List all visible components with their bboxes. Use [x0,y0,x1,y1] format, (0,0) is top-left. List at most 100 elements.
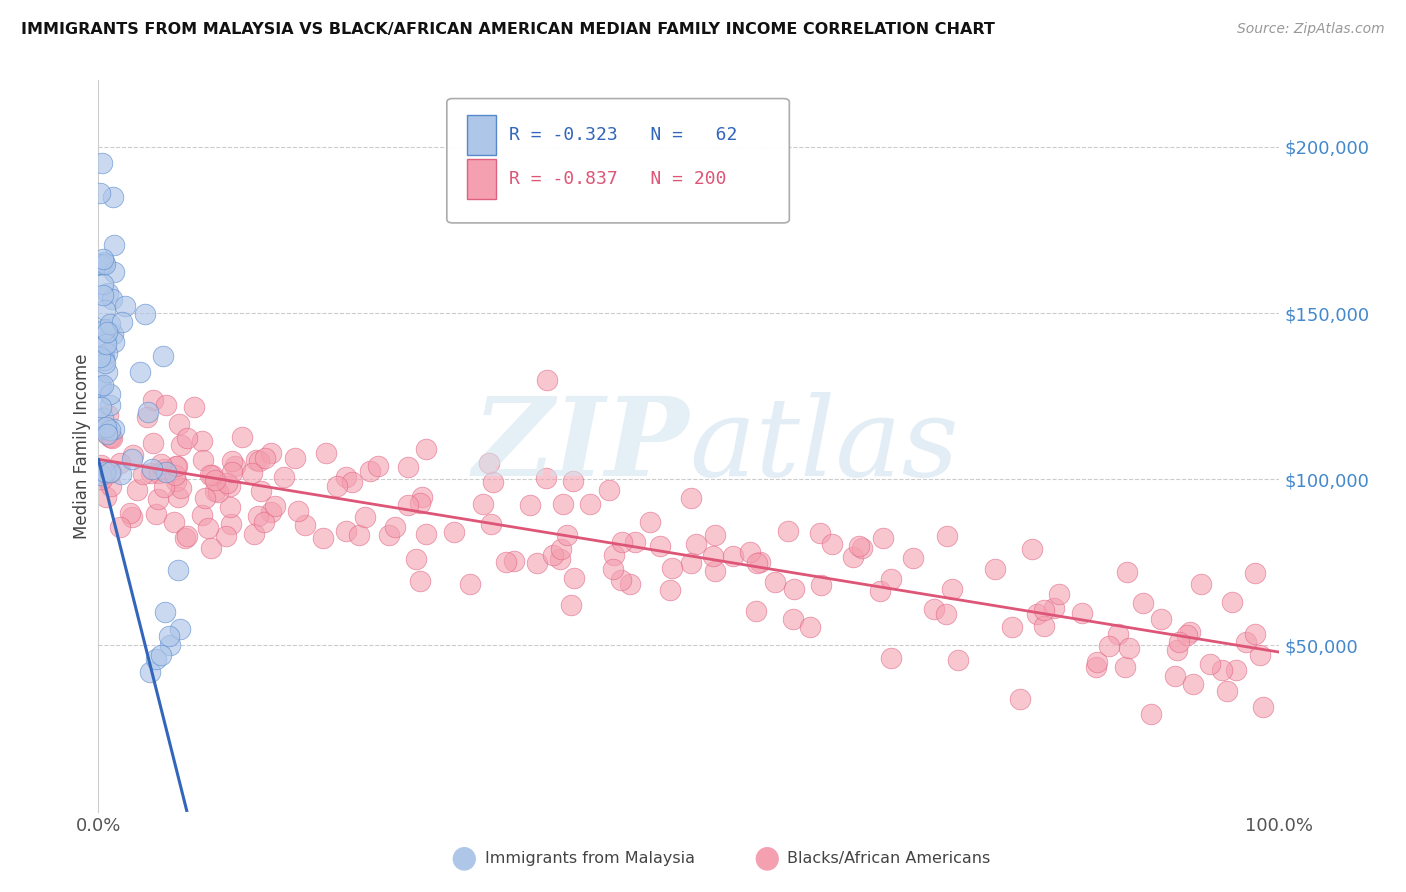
Point [294,518,316,533]
Point [170,438,193,452]
Point [1115,565,1137,579]
Point [880,651,903,665]
Point [367,458,389,473]
Point [702,549,724,563]
Point [869,583,891,598]
Point [96,346,118,360]
Point [326,479,349,493]
Text: Source: ZipAtlas.com: Source: ZipAtlas.com [1237,22,1385,37]
Point [98,398,121,412]
Y-axis label: Median Family Income: Median Family Income [73,353,91,539]
Point [1150,612,1173,626]
Point [548,552,571,566]
Point [163,515,186,529]
Point [872,532,894,546]
Text: R = -0.837   N = 200: R = -0.837 N = 200 [509,170,727,188]
Point [443,525,465,540]
Point [946,652,969,666]
Point [935,529,957,543]
Point [619,577,641,591]
Point [479,516,502,531]
Point [111,315,134,329]
Point [129,365,152,379]
Point [142,392,165,407]
Text: R = -0.323   N =   62: R = -0.323 N = 62 [509,126,738,145]
Point [1220,595,1243,609]
Point [1234,634,1257,648]
Point [219,517,242,532]
Point [93,410,115,425]
Point [98,317,121,331]
Point [1132,596,1154,610]
Point [704,528,727,542]
Point [471,498,494,512]
Point [167,417,190,432]
Point [135,409,157,424]
Point [217,475,239,490]
Point [127,483,149,497]
Point [311,531,333,545]
Point [150,457,173,471]
Point [1098,639,1121,653]
Point [103,237,125,252]
Point [204,473,226,487]
Point [477,457,499,471]
Point [579,496,602,510]
Point [315,446,337,460]
Point [808,526,831,541]
Point [246,508,269,523]
Point [98,430,121,444]
Point [458,577,481,591]
Point [96,424,118,438]
Point [681,491,703,505]
Point [1189,576,1212,591]
FancyBboxPatch shape [447,99,789,223]
Text: Blacks/African Americans: Blacks/African Americans [787,851,991,865]
Point [495,555,517,569]
Point [96,426,118,441]
Point [219,500,242,514]
Point [415,527,437,541]
FancyBboxPatch shape [467,159,496,199]
Point [745,604,768,618]
Point [197,521,219,535]
Point [96,326,118,340]
Point [1243,627,1265,641]
Point [1175,628,1198,642]
Point [166,459,188,474]
Point [550,542,572,557]
Point [745,556,768,570]
Point [159,639,181,653]
Point [103,422,125,436]
Point [141,462,163,476]
Point [1114,659,1136,673]
Point [159,628,181,642]
Point [842,550,865,565]
Point [612,535,634,549]
Point [851,541,873,556]
Point [132,467,155,481]
Point [1085,655,1108,669]
Point [96,420,118,434]
Point [94,356,117,370]
Point [94,323,117,337]
Point [1010,692,1032,706]
Point [90,472,112,486]
Point [204,484,226,499]
Point [134,307,156,321]
Point [207,484,229,499]
Point [1107,626,1129,640]
Point [541,548,564,562]
Point [609,573,631,587]
Point [243,527,266,541]
Point [1001,620,1024,634]
Point [191,453,214,467]
Point [224,459,246,474]
Point [89,351,111,365]
Point [90,156,112,170]
Point [90,400,112,414]
Point [100,465,122,479]
Point [169,622,191,636]
Point [94,465,117,479]
Point [411,490,433,504]
